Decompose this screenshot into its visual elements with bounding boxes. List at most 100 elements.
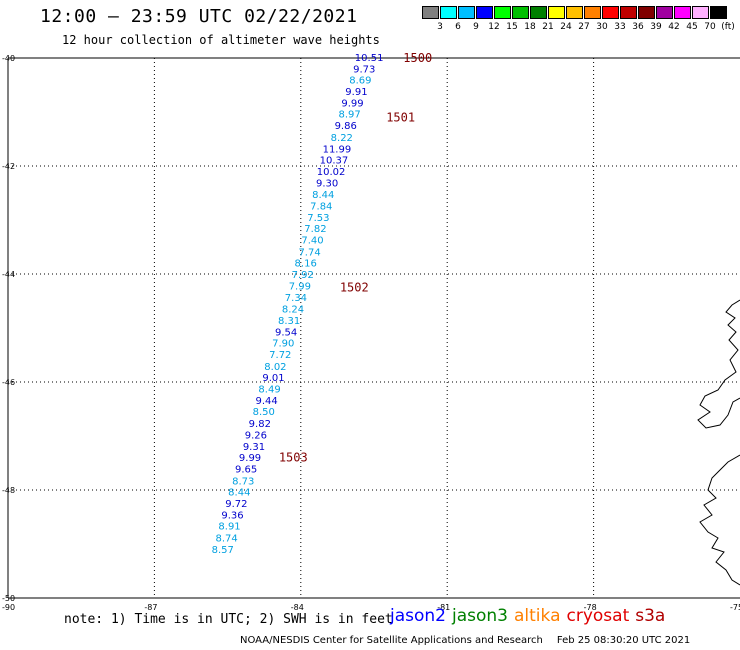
- credit-text: NOAA/NESDIS Center for Satellite Applica…: [240, 635, 543, 646]
- colorbar-swatch: [692, 6, 709, 19]
- swh-label: 10.37: [320, 156, 349, 167]
- swh-label: 9.72: [225, 499, 247, 510]
- colorbar-unit: (ft): [721, 22, 735, 32]
- lon-tick-label: -81: [437, 603, 450, 612]
- colorbar-label: 18: [524, 22, 536, 32]
- colorbar-swatch: [656, 6, 673, 19]
- swh-label: 7.82: [304, 224, 326, 235]
- lat-tick-label: -44: [2, 270, 15, 279]
- colorbar-swatch: [566, 6, 583, 19]
- map-subtitle: 12 hour collection of altimeter wave hei…: [62, 33, 380, 47]
- lon-tick-label: -90: [2, 603, 15, 612]
- swh-label: 8.22: [331, 133, 353, 144]
- swh-label: 10.51: [355, 53, 384, 64]
- swh-label: 9.65: [235, 464, 257, 475]
- swh-label: 8.16: [295, 259, 317, 270]
- credit-line: NOAA/NESDIS Center for Satellite Applica…: [240, 635, 690, 646]
- satellite-legend-item: jason2: [390, 606, 446, 626]
- colorbar-swatch: [602, 6, 619, 19]
- swh-label: 8.02: [264, 362, 286, 373]
- swh-label: 8.97: [338, 110, 360, 121]
- swh-label: 7.34: [285, 293, 307, 304]
- swh-label: 9.26: [245, 430, 267, 441]
- colorbar-label: 70: [704, 22, 716, 32]
- colorbar-label: 30: [596, 22, 608, 32]
- swh-label: 7.84: [310, 202, 332, 213]
- lat-tick-label: -50: [2, 594, 15, 603]
- colorbar-swatch: [494, 6, 511, 19]
- colorbar-label: 3: [437, 22, 443, 32]
- lon-tick-label: -78: [584, 603, 597, 612]
- swh-label: 9.99: [341, 98, 363, 109]
- colorbar-label: 45: [686, 22, 698, 32]
- colorbar-label: 12: [488, 22, 500, 32]
- colorbar-swatch: [620, 6, 637, 19]
- time-label: 1503: [279, 451, 308, 465]
- credit-timestamp: Feb 25 08:30:20 UTC 2021: [556, 635, 691, 646]
- colorbar-label: 21: [542, 22, 554, 32]
- footnote: note: 1) Time is in UTC; 2) SWH is in fe…: [64, 612, 393, 627]
- lon-tick-label: -87: [144, 603, 157, 612]
- swh-label: 8.69: [349, 76, 371, 87]
- satellite-legend-item: altika: [514, 606, 561, 626]
- lon-tick-label: -75: [730, 603, 740, 612]
- map-title: 12:00 — 23:59 UTC 02/22/2021: [40, 6, 358, 27]
- colorbar-swatch: [710, 6, 727, 19]
- colorbar-label: 6: [455, 22, 461, 32]
- colorbar-label: 27: [578, 22, 590, 32]
- colorbar-label: 36: [632, 22, 644, 32]
- swh-label: 8.24: [282, 305, 304, 316]
- swh-label: 7.40: [301, 236, 323, 247]
- satellite-legend-item: cryosat: [566, 606, 630, 626]
- swh-label: 8.44: [228, 488, 250, 499]
- colorbar-label: 9: [473, 22, 479, 32]
- swh-label: 9.73: [353, 64, 375, 75]
- lat-tick-label: -42: [2, 162, 15, 171]
- swh-label: 8.31: [278, 316, 300, 327]
- swh-label: 7.53: [307, 213, 329, 224]
- colorbar-swatch: [530, 6, 547, 19]
- satellite-legend-item: jason3: [452, 606, 508, 626]
- swh-label: 8.49: [258, 385, 280, 396]
- colorbar-label: 15: [506, 22, 518, 32]
- swh-label: 9.31: [243, 442, 265, 453]
- swh-label: 9.30: [316, 178, 338, 189]
- swh-label: 10.02: [317, 167, 346, 178]
- swh-label: 9.54: [275, 327, 297, 338]
- swh-label: 9.01: [262, 373, 284, 384]
- colorbar-label: 24: [560, 22, 572, 32]
- colorbar-swatch: [674, 6, 691, 19]
- time-label: 1501: [386, 110, 415, 124]
- swh-label: 7.74: [298, 247, 320, 258]
- colorbar-label: 39: [650, 22, 662, 32]
- satellite-legend-item: s3a: [635, 606, 666, 626]
- colorbar-swatch: [440, 6, 457, 19]
- satellite-legend: jason2 jason3 altika cryosat s3a: [390, 606, 671, 626]
- lat-tick-label: -40: [2, 54, 15, 63]
- colorbar-label: 33: [614, 22, 626, 32]
- swh-label: 8.74: [215, 534, 237, 545]
- lon-tick-label: -84: [291, 603, 304, 612]
- swh-label: 7.99: [289, 281, 311, 292]
- colorbar-swatch: [422, 6, 439, 19]
- swh-label: 8.91: [218, 522, 240, 533]
- colorbar-swatch: [584, 6, 601, 19]
- lat-tick-label: -46: [2, 378, 15, 387]
- swh-label: 7.90: [272, 339, 294, 350]
- colorbar-swatch: [638, 6, 655, 19]
- swh-label: 9.44: [256, 396, 278, 407]
- swh-label: 8.57: [212, 545, 234, 556]
- colorbar-label: 42: [668, 22, 680, 32]
- swh-label: 7.92: [292, 270, 314, 281]
- coastline: [697, 299, 740, 586]
- colorbar-swatch: [458, 6, 475, 19]
- swh-label: 9.99: [239, 453, 261, 464]
- colorbar-swatch: [476, 6, 493, 19]
- swh-label: 9.86: [335, 121, 357, 132]
- swh-label: 8.50: [253, 407, 275, 418]
- lat-tick-label: -48: [2, 486, 15, 495]
- swh-label: 9.82: [249, 419, 271, 430]
- swh-label: 9.91: [345, 87, 367, 98]
- time-label: 1500: [403, 51, 432, 65]
- time-label: 1502: [340, 281, 369, 295]
